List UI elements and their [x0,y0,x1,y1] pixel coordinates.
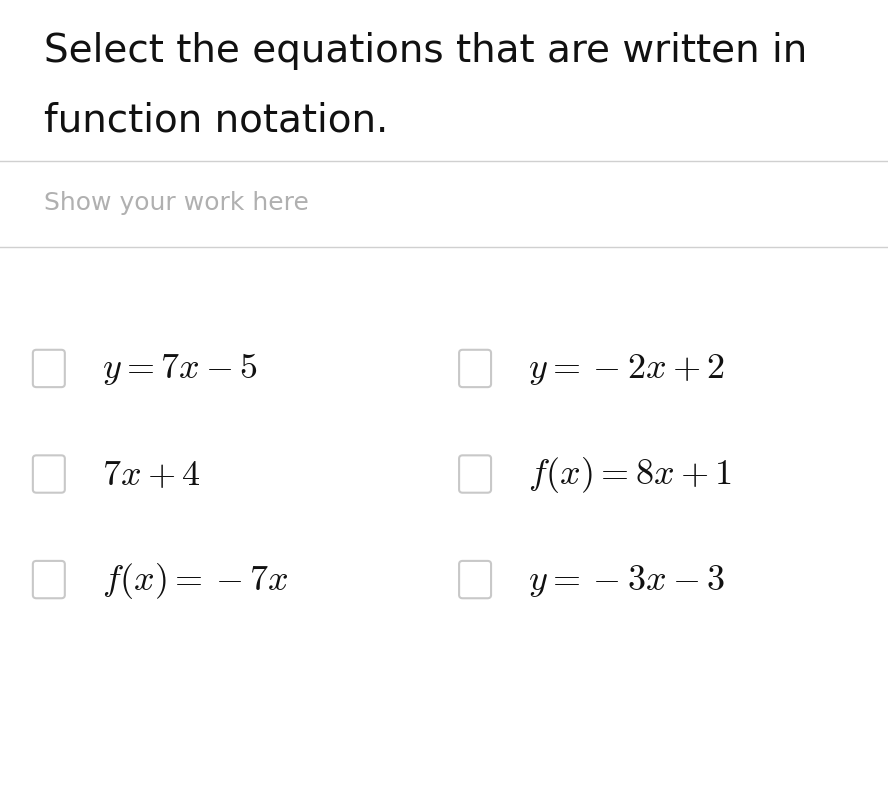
FancyBboxPatch shape [459,456,491,493]
Text: $f(x) = -7x$: $f(x) = -7x$ [102,560,289,600]
Text: $y = 7x - 5$: $y = 7x - 5$ [102,351,258,387]
FancyBboxPatch shape [459,350,491,388]
Text: function notation.: function notation. [44,101,389,139]
FancyBboxPatch shape [33,456,65,493]
Text: Select the equations that are written in: Select the equations that are written in [44,32,808,71]
Text: $y = -2x + 2$: $y = -2x + 2$ [528,351,725,387]
FancyBboxPatch shape [459,561,491,599]
Text: $7x + 4$: $7x + 4$ [102,457,201,491]
FancyBboxPatch shape [33,561,65,599]
FancyBboxPatch shape [33,350,65,388]
Text: Show your work here: Show your work here [44,191,309,215]
Text: $f(x) = 8x + 1$: $f(x) = 8x + 1$ [528,454,732,495]
Text: $y = -3x - 3$: $y = -3x - 3$ [528,562,725,598]
